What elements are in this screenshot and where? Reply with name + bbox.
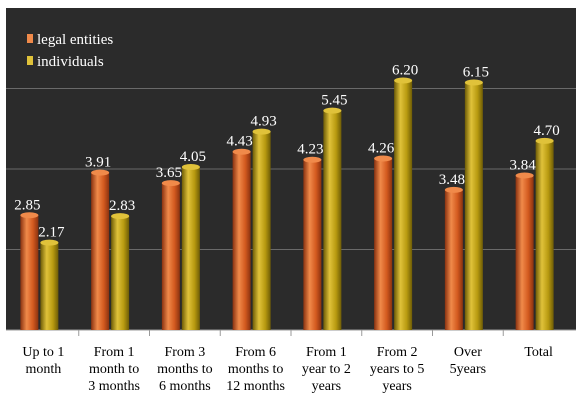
bar-cap <box>181 163 200 170</box>
x-tick-label: 6 months <box>159 379 211 394</box>
x-tick-label: month to <box>89 362 139 377</box>
x-tick-label: year to 2 <box>302 362 351 377</box>
bar-individuals <box>111 216 130 330</box>
legend-swatch <box>27 34 33 43</box>
x-tick-label: Over <box>454 345 482 360</box>
bar-individuals <box>464 82 483 331</box>
bar-individuals <box>40 242 59 330</box>
bar-legal-entities <box>91 172 110 330</box>
data-label: 2.17 <box>38 225 65 241</box>
x-tick-label: Total <box>524 345 553 360</box>
x-tick-label: months to <box>228 362 284 377</box>
bar-cap <box>535 137 554 144</box>
legend-label: individuals <box>37 54 104 70</box>
bar-cap <box>91 169 110 176</box>
bar-cap <box>515 172 534 179</box>
data-label: 3.48 <box>439 172 465 188</box>
x-tick-label: From 3 <box>164 345 205 360</box>
x-tick-label: 3 months <box>88 379 140 394</box>
data-label: 4.23 <box>297 142 323 158</box>
bar-cap <box>161 180 180 187</box>
x-tick-label: 5years <box>450 362 487 377</box>
data-label: 3.84 <box>510 157 537 173</box>
bar-cap <box>232 148 251 155</box>
data-label: 6.20 <box>392 62 418 78</box>
bar-cap <box>374 155 393 162</box>
x-tick-label: years <box>382 379 412 394</box>
legend-label: legal entities <box>37 32 113 48</box>
bar-individuals <box>535 140 554 330</box>
data-label: 3.65 <box>156 165 182 181</box>
data-label: 4.43 <box>227 134 253 150</box>
bar-cap <box>111 213 130 220</box>
bar-cap <box>303 156 322 163</box>
bar-cap <box>394 77 413 84</box>
bar-legal-entities <box>161 183 180 330</box>
x-tick-label: From 1 <box>94 345 135 360</box>
bar-cap <box>464 79 483 86</box>
bar-legal-entities <box>303 159 322 330</box>
data-label: 3.91 <box>85 155 111 171</box>
x-tick-label: 12 months <box>226 379 285 394</box>
x-tick-label: Up to 1 <box>22 345 64 360</box>
bar-legal-entities <box>232 151 251 330</box>
bar-legal-entities <box>444 189 463 330</box>
x-tick-label: From 6 <box>235 345 276 360</box>
bar-cap <box>444 186 463 193</box>
bar-individuals <box>323 110 342 330</box>
data-label: 5.45 <box>321 93 347 109</box>
bar-legal-entities <box>515 175 534 330</box>
bar-individuals <box>252 131 271 330</box>
x-tick-label: From 2 <box>377 345 418 360</box>
bar-cap <box>323 107 342 114</box>
data-label: 6.15 <box>463 64 489 80</box>
x-tick-label: month <box>25 362 61 377</box>
bar-individuals <box>394 80 413 330</box>
bar-cap <box>20 212 39 219</box>
bar-individuals <box>181 166 200 330</box>
x-tick-label: years to 5 <box>370 362 424 377</box>
data-label: 2.85 <box>14 197 40 213</box>
data-label: 4.05 <box>180 149 206 165</box>
data-label: 4.26 <box>368 141 395 157</box>
legend-swatch <box>27 56 33 65</box>
data-label: 4.93 <box>251 114 277 130</box>
x-tick-label: years <box>312 379 342 394</box>
data-label: 4.70 <box>534 123 560 139</box>
bar-legal-entities <box>20 215 39 330</box>
bar-legal-entities <box>374 158 393 330</box>
x-tick-label: From 1 <box>306 345 347 360</box>
x-tick-label: months to <box>157 362 213 377</box>
data-label: 2.83 <box>109 198 135 214</box>
bar-cap <box>40 239 59 246</box>
bar-cap <box>252 128 271 135</box>
